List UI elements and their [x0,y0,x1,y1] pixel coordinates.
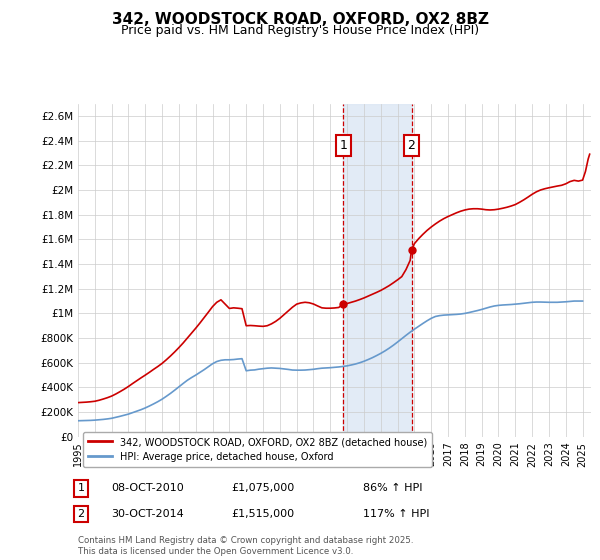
Text: 1: 1 [340,139,347,152]
Text: 2: 2 [407,139,415,152]
Text: 30-OCT-2014: 30-OCT-2014 [111,509,184,519]
Text: 2: 2 [77,509,85,519]
Text: 86% ↑ HPI: 86% ↑ HPI [363,483,422,493]
Text: £1,075,000: £1,075,000 [231,483,294,493]
Text: 117% ↑ HPI: 117% ↑ HPI [363,509,430,519]
Text: 342, WOODSTOCK ROAD, OXFORD, OX2 8BZ: 342, WOODSTOCK ROAD, OXFORD, OX2 8BZ [112,12,488,27]
Legend: 342, WOODSTOCK ROAD, OXFORD, OX2 8BZ (detached house), HPI: Average price, detac: 342, WOODSTOCK ROAD, OXFORD, OX2 8BZ (de… [83,432,432,466]
Text: £1,515,000: £1,515,000 [231,509,294,519]
Bar [343,104,412,437]
Text: Contains HM Land Registry data © Crown copyright and database right 2025.
This d: Contains HM Land Registry data © Crown c… [78,536,413,556]
Text: 08-OCT-2010: 08-OCT-2010 [111,483,184,493]
Text: 1: 1 [77,483,85,493]
Text: Price paid vs. HM Land Registry's House Price Index (HPI): Price paid vs. HM Land Registry's House … [121,24,479,37]
